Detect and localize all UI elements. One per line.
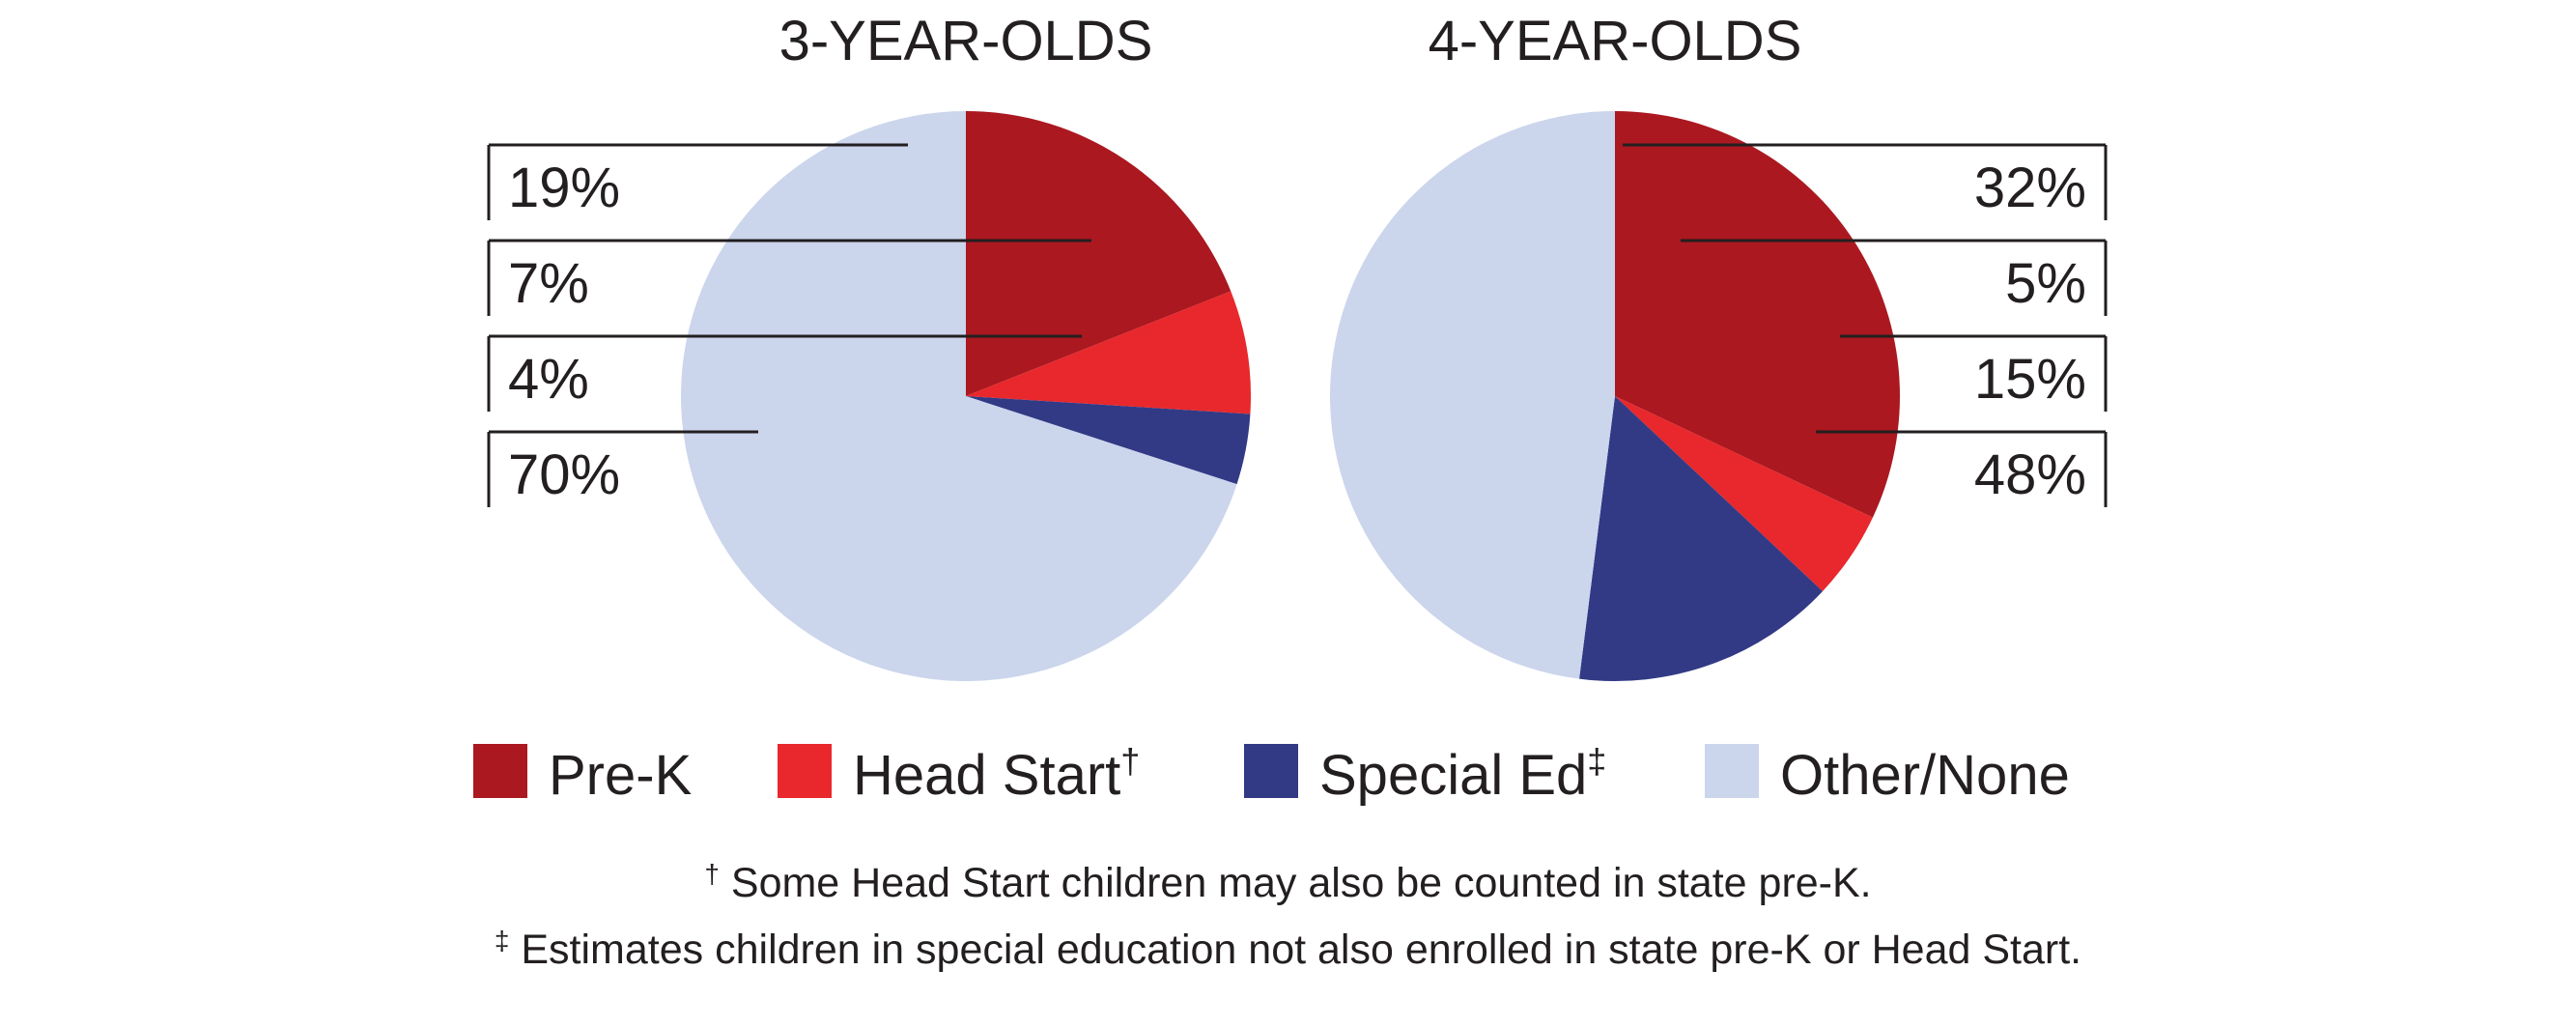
data-label-pre-k: 32%: [1974, 157, 2086, 219]
pie-slice-pre-k: [1615, 111, 1900, 518]
footnote-head-start: † Some Head Start children may also be c…: [0, 845, 2576, 912]
data-label-head-start: 7%: [508, 252, 589, 315]
footnotes: † Some Head Start children may also be c…: [0, 845, 2576, 979]
pie-slice-special-ed: [1579, 396, 1824, 681]
legend-swatch-pre-k: [473, 744, 527, 798]
legend-swatch-other-none: [1705, 744, 1759, 798]
legend-label-special-ed: Special Ed‡: [1319, 741, 1606, 807]
footnote-mark: †: [704, 859, 720, 889]
data-label-special-ed: 15%: [1974, 348, 2086, 411]
legend-swatch-special-ed: [1244, 744, 1298, 798]
pie-slice-special-ed: [966, 396, 1251, 485]
footnote-text: Estimates children in special education …: [521, 927, 2082, 973]
data-label-other-none: 48%: [1974, 443, 2086, 506]
pie-slice-other-none: [681, 111, 1237, 681]
chart-title: 4-YEAR-OLDS: [1429, 10, 1802, 72]
legend-label-pre-k: Pre-K: [549, 744, 693, 807]
legend-label-head-start: Head Start†: [853, 741, 1140, 807]
data-label-special-ed: 4%: [508, 348, 589, 411]
legend-footnote-mark: †: [1120, 741, 1140, 781]
pie-slice-head-start: [1615, 396, 1873, 591]
legend-footnote-mark: ‡: [1587, 741, 1606, 781]
pie-slice-head-start: [966, 291, 1251, 414]
legend-label-other-none: Other/None: [1780, 744, 2070, 807]
data-label-other-none: 70%: [508, 443, 620, 506]
footnote-mark: ‡: [494, 926, 510, 956]
data-label-head-start: 5%: [2005, 252, 2086, 315]
footnote-special-ed: ‡ Estimates children in special educatio…: [0, 912, 2576, 979]
pie-slice-other-none: [1330, 111, 1615, 679]
pie-slice-pre-k: [966, 111, 1231, 396]
chart-title: 3-YEAR-OLDS: [779, 10, 1153, 72]
footnote-text: Some Head Start children may also be cou…: [730, 860, 1872, 906]
legend-swatch-head-start: [778, 744, 832, 798]
pie-chart-4-year-olds: 4-YEAR-OLDS 32% 5% 15% 48%: [1330, 10, 2108, 681]
legend: Pre-K Head Start† Special Ed‡ Other/None: [473, 741, 2070, 807]
pie-chart-3-year-olds: 3-YEAR-OLDS 19% 7% 4% 70%: [487, 10, 1251, 681]
data-label-pre-k: 19%: [508, 157, 620, 219]
